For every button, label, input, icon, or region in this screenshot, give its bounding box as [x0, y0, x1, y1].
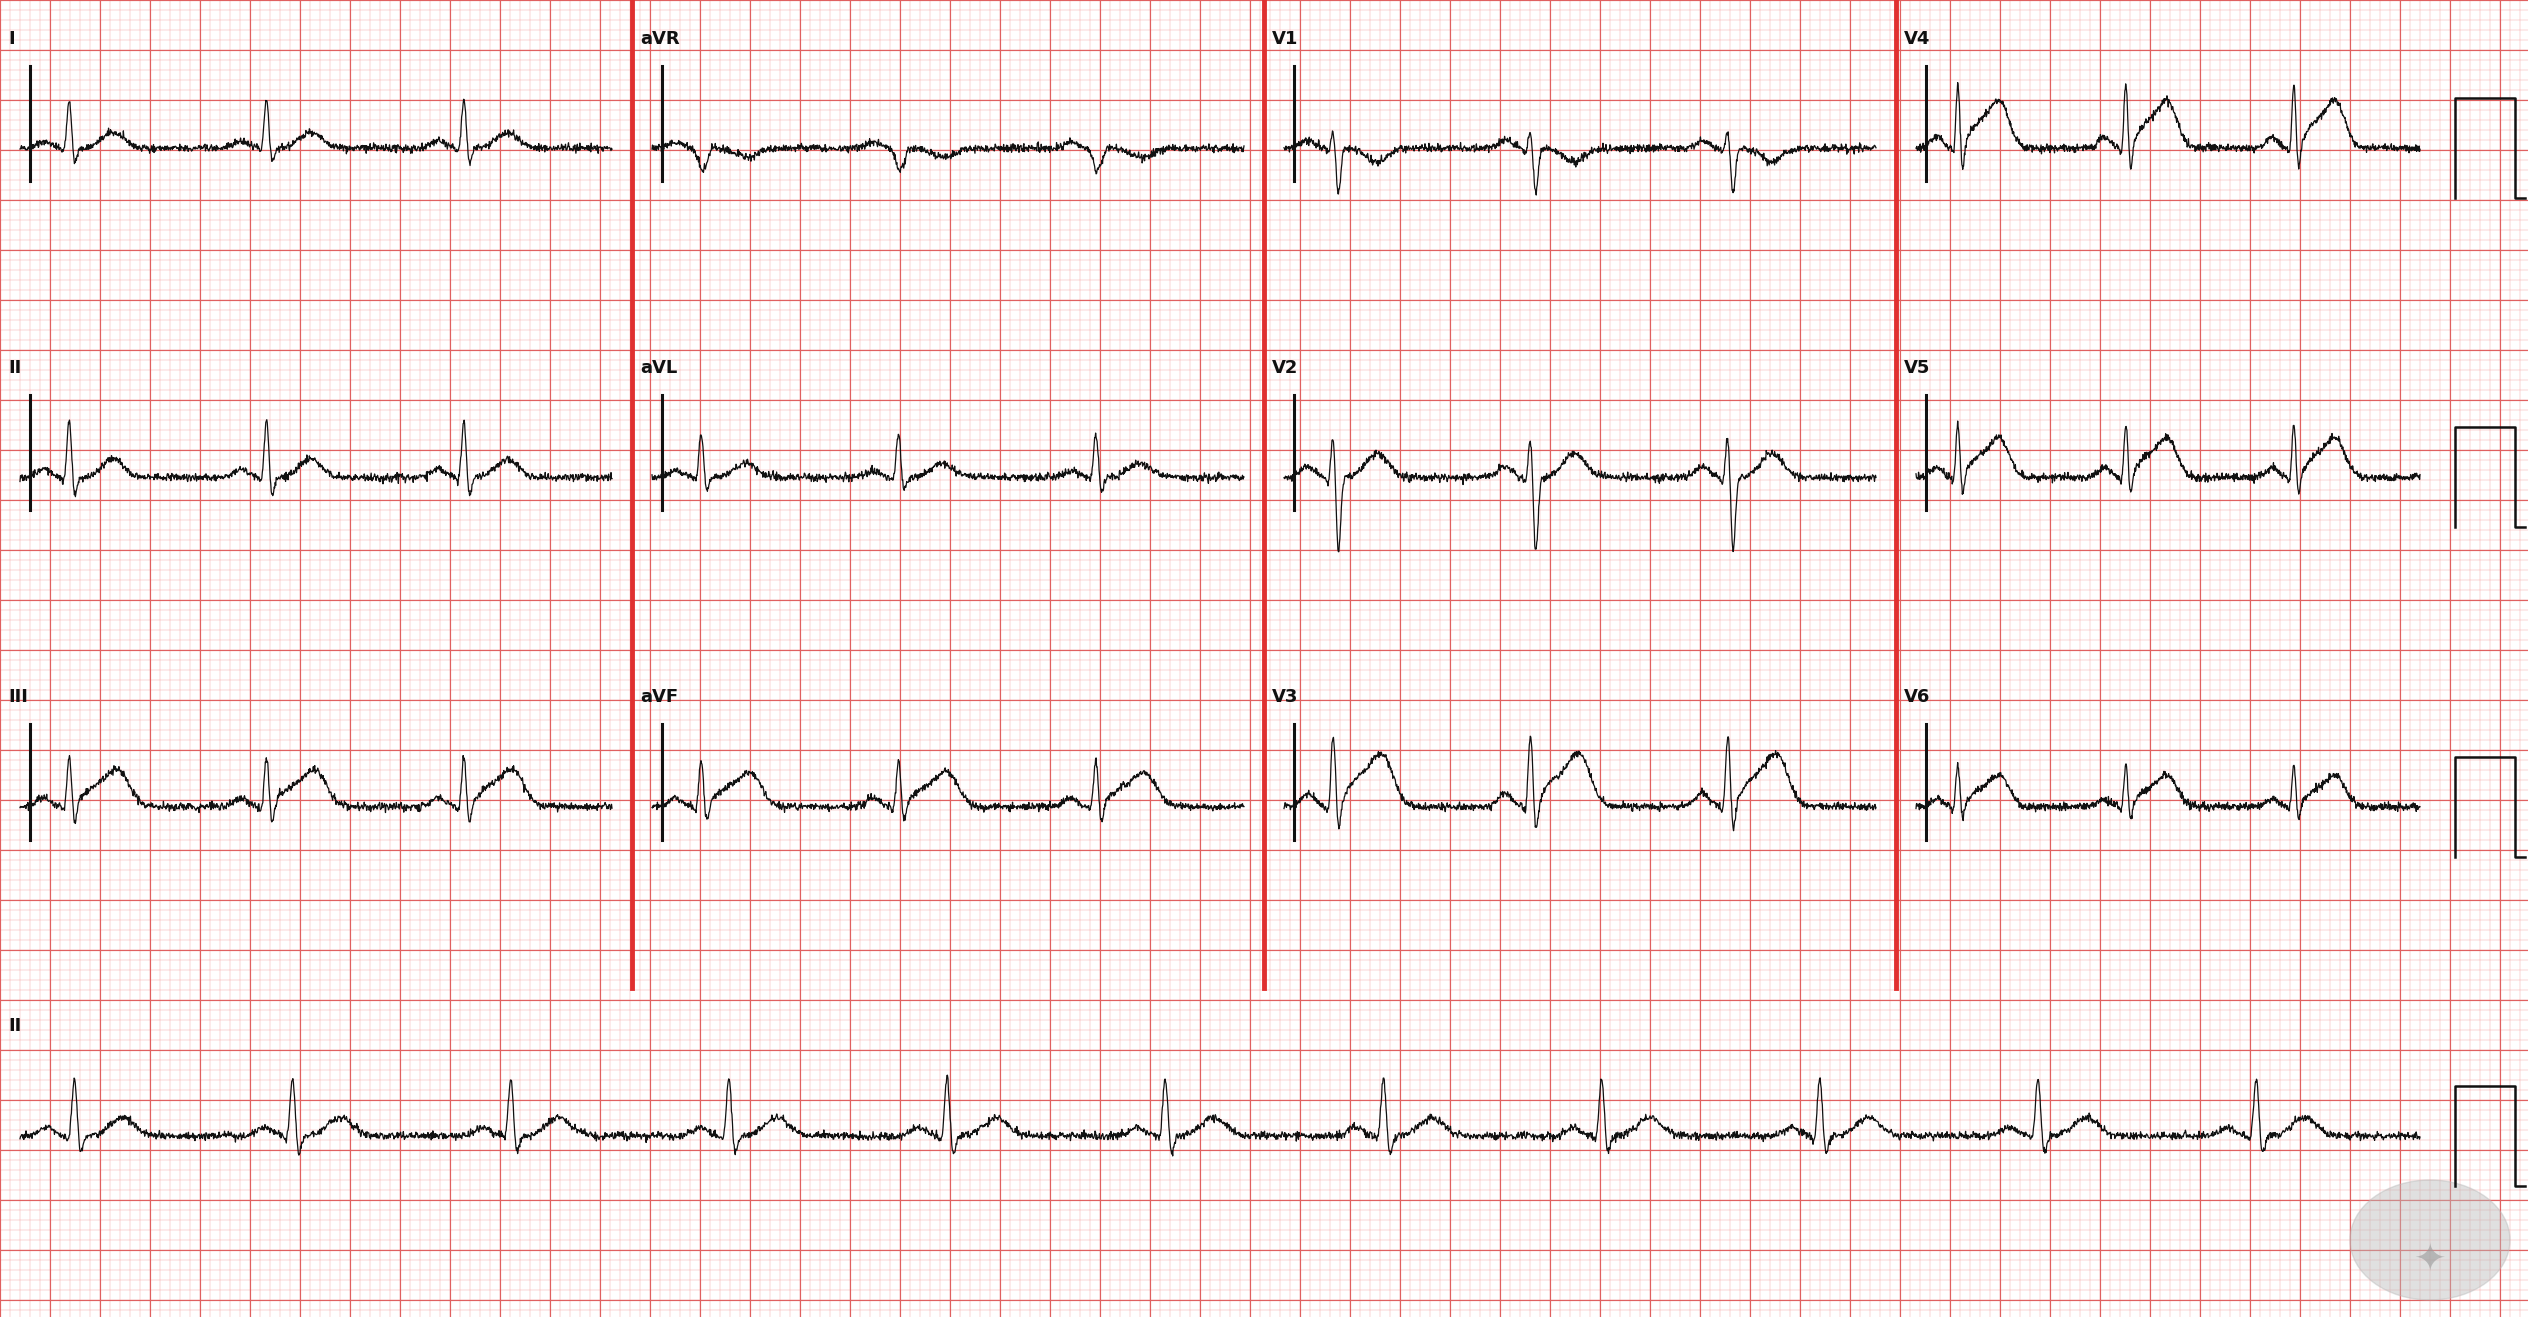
Text: V2: V2 — [1272, 358, 1299, 377]
Text: V3: V3 — [1272, 687, 1299, 706]
Text: aVR: aVR — [640, 29, 680, 47]
Text: II: II — [8, 358, 20, 377]
Text: V1: V1 — [1272, 29, 1299, 47]
Text: ✦: ✦ — [2414, 1241, 2447, 1279]
Text: aVL: aVL — [640, 358, 678, 377]
Text: II: II — [8, 1018, 20, 1035]
Text: I: I — [8, 29, 15, 47]
Text: III: III — [8, 687, 28, 706]
Text: V4: V4 — [1904, 29, 1931, 47]
Text: V5: V5 — [1904, 358, 1931, 377]
Ellipse shape — [2351, 1180, 2510, 1300]
Text: V6: V6 — [1904, 687, 1931, 706]
Text: aVF: aVF — [640, 687, 678, 706]
